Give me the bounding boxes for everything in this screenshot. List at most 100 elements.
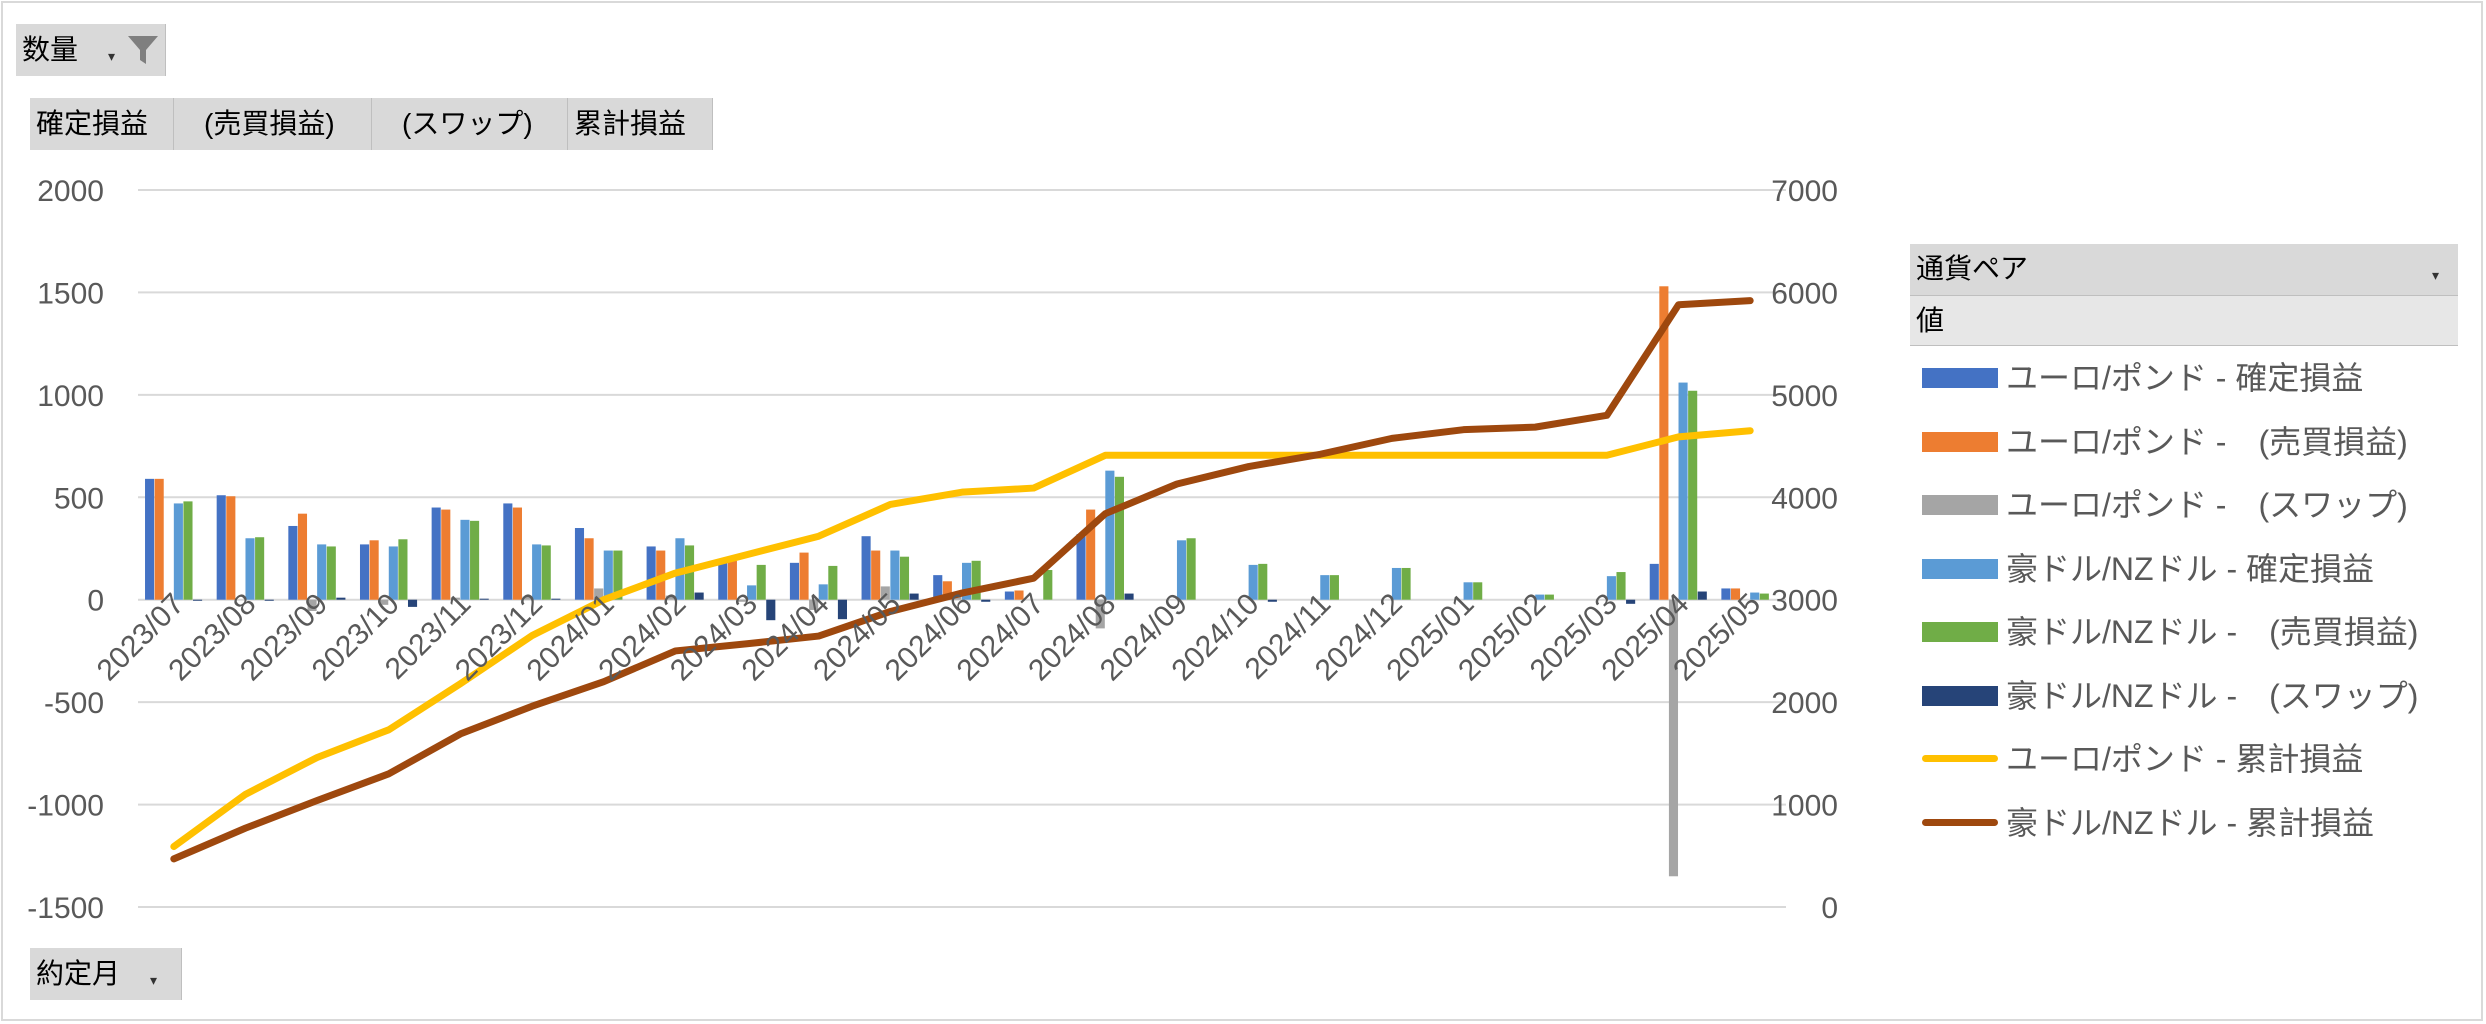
bar (297, 513, 308, 600)
value-button-confirmed[interactable]: 確定損益 (30, 98, 174, 150)
bar (407, 599, 418, 607)
bar (1688, 390, 1698, 600)
bar (665, 595, 675, 600)
value-button-label: (売買損益) (204, 108, 335, 139)
right-axis-tick-label: 5000 (1771, 380, 1838, 413)
right-axis-tick-label: 7000 (1771, 175, 1838, 208)
legend-swatch-bar-icon (1922, 495, 1998, 515)
bar (336, 597, 346, 600)
bar (1750, 592, 1760, 600)
bar (1401, 567, 1411, 600)
bar (1176, 540, 1187, 600)
bar (479, 598, 489, 600)
bar (431, 507, 441, 600)
bar (718, 562, 728, 600)
bar (694, 592, 704, 600)
bar (613, 550, 623, 600)
legend-swatch-line-icon (1922, 755, 1998, 762)
bar (1086, 509, 1096, 600)
value-button-label: 確定損益 (36, 108, 149, 139)
legend-subheader-label: 値 (1916, 305, 1945, 336)
value-button-swap[interactable]: (スワップ) (372, 98, 568, 150)
legend-swatch-bar-icon (1922, 685, 1998, 706)
left-axis-tick-label: -1000 (27, 790, 104, 823)
dropdown-arrow-icon: ▾ (2432, 267, 2440, 283)
bar (369, 540, 379, 600)
bar (1535, 594, 1545, 600)
legend-swatch-bar-icon (1922, 558, 1998, 579)
bar (512, 507, 522, 600)
legend-item-label: 豪ドル/NZドル - (スワップ) (2006, 677, 2419, 714)
bar (962, 562, 972, 600)
bar (173, 503, 183, 600)
bar (756, 564, 766, 600)
dropdown-arrow-icon: ▾ (150, 972, 158, 988)
filter-field-button[interactable]: 数量 ▾ (16, 24, 166, 76)
bar (584, 538, 594, 600)
bar (1730, 588, 1741, 600)
bar (747, 585, 757, 600)
bar (1014, 590, 1024, 600)
filter-funnel-icon (128, 36, 158, 64)
bar (551, 598, 561, 600)
bar (766, 599, 776, 621)
bar (1258, 563, 1268, 600)
dropdown-arrow-icon: ▾ (108, 48, 116, 64)
bar (255, 537, 265, 600)
row-field-button[interactable]: 約定月 ▾ (30, 948, 182, 1000)
legend-swatch-line-icon (1922, 818, 1998, 826)
bar (1391, 567, 1402, 600)
bar (1329, 575, 1339, 600)
bar (1114, 476, 1125, 600)
bar (737, 599, 747, 602)
bar (388, 546, 398, 600)
bar (603, 550, 613, 600)
bar (594, 588, 604, 600)
bar (727, 560, 737, 600)
bar (809, 599, 819, 610)
bar (154, 478, 164, 600)
bar (460, 519, 470, 600)
value-button-cumulative[interactable]: 累計損益 (568, 98, 713, 150)
bar (789, 562, 799, 600)
legend-swatch-bar-icon (1922, 431, 1998, 452)
bar (532, 544, 542, 600)
bar (1473, 582, 1483, 600)
left-axis-tick-label: 0 (87, 585, 104, 618)
bar (574, 528, 585, 600)
bar (1759, 593, 1769, 600)
legend-item-label: 豪ドル/NZドル - 累計損益 (2006, 804, 2374, 841)
bar (264, 599, 274, 601)
filter-field-label: 数量 (22, 34, 79, 65)
bar (1095, 599, 1105, 629)
value-button-trade[interactable]: (売買損益) (174, 98, 372, 150)
legend-item-label: ユーロ/ポンド - (スワップ) (2006, 487, 2408, 523)
bar (1320, 575, 1330, 600)
left-axis-tick-label: -500 (44, 687, 104, 720)
legend-item-label: ユーロ/ポンド - 確定損益 (2006, 360, 2364, 396)
bar (818, 584, 828, 600)
bar (503, 503, 513, 600)
bar (288, 525, 298, 600)
bar (1616, 572, 1626, 600)
row-field-label: 約定月 (36, 958, 121, 989)
bar (145, 478, 155, 600)
legend-swatch-bar-icon (1922, 622, 1998, 642)
bar (1043, 570, 1053, 600)
right-axis-tick-label: 4000 (1771, 482, 1838, 515)
bar (933, 575, 943, 600)
legend-item-label: 豪ドル/NZドル - (売買損益) (2006, 614, 2419, 650)
bar (1267, 599, 1277, 602)
bar (646, 546, 656, 600)
bar (226, 496, 236, 600)
bar (1606, 576, 1616, 600)
bar (1678, 382, 1688, 600)
bar (981, 599, 991, 602)
bar (1105, 470, 1115, 600)
bar (216, 495, 226, 600)
legend-header-currency-pair[interactable]: 通貨ペア ▾ (1910, 244, 2458, 296)
legend-header-label: 通貨ペア (1916, 253, 2029, 284)
bar (799, 552, 809, 600)
